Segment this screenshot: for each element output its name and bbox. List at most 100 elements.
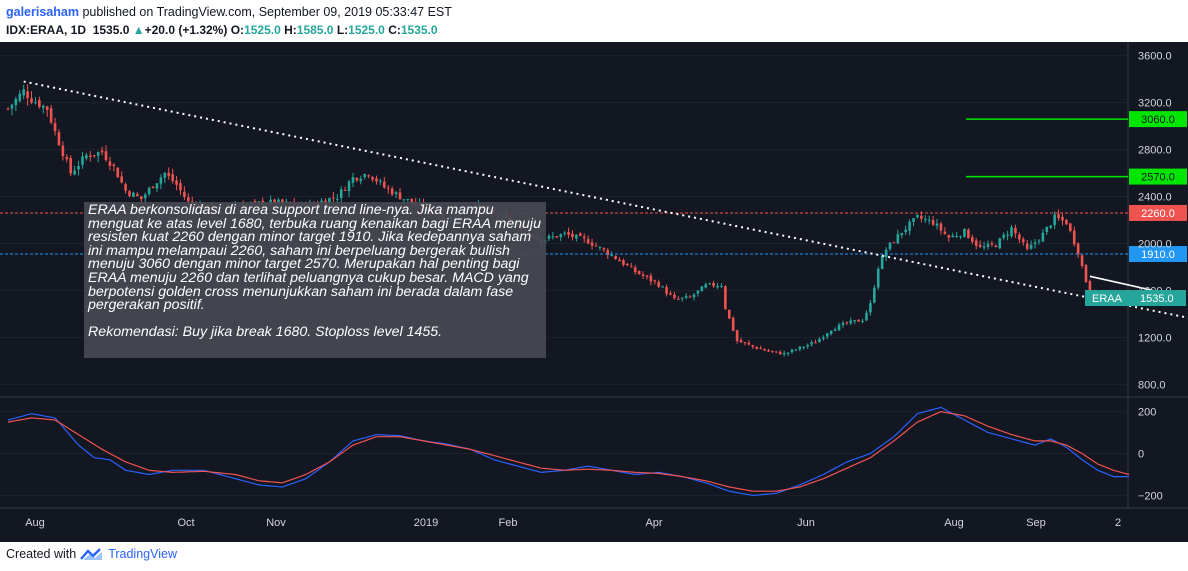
candle-body[interactable] — [143, 194, 147, 199]
candle-body[interactable] — [347, 181, 351, 192]
candle-body[interactable] — [986, 243, 990, 247]
candle-body[interactable] — [994, 245, 998, 248]
candle-body[interactable] — [978, 244, 982, 247]
candle-body[interactable] — [371, 176, 374, 180]
candle-body[interactable] — [359, 178, 363, 182]
candle-body[interactable] — [967, 229, 970, 239]
candle-body[interactable] — [720, 285, 723, 287]
candle-body[interactable] — [845, 322, 849, 324]
candle-body[interactable] — [837, 324, 841, 331]
candle-body[interactable] — [112, 164, 116, 166]
candle-body[interactable] — [171, 174, 174, 182]
candle-body[interactable] — [794, 349, 798, 351]
trendline-dotted[interactable] — [23, 80, 1188, 321]
candle-body[interactable] — [696, 290, 700, 294]
tradingview-brand-link[interactable]: TradingView — [108, 547, 177, 561]
candle-body[interactable] — [771, 350, 774, 352]
candle-body[interactable] — [30, 98, 33, 103]
candle-body[interactable] — [661, 286, 664, 288]
candle-body[interactable] — [590, 242, 594, 246]
candle-body[interactable] — [1053, 214, 1056, 226]
candle-body[interactable] — [147, 187, 151, 195]
author-link[interactable]: galerisaham — [6, 5, 79, 19]
candle-body[interactable] — [386, 187, 390, 189]
candle-body[interactable] — [41, 105, 45, 108]
candle-body[interactable] — [684, 296, 688, 298]
candle-body[interactable] — [1084, 264, 1088, 282]
candle-body[interactable] — [390, 188, 394, 195]
candle-body[interactable] — [786, 352, 790, 354]
candle-body[interactable] — [818, 338, 821, 343]
candle-body[interactable] — [351, 177, 355, 183]
candle-body[interactable] — [1057, 214, 1060, 219]
candle-body[interactable] — [759, 348, 762, 350]
candle-body[interactable] — [1041, 232, 1045, 242]
macd-signal-line[interactable] — [7, 410, 1130, 492]
candle-body[interactable] — [798, 346, 802, 350]
candle-body[interactable] — [939, 223, 943, 231]
candle-body[interactable] — [904, 229, 907, 233]
macd-pane[interactable]: 200 0 −200 — [0, 407, 1188, 509]
candle-body[interactable] — [990, 243, 994, 245]
candle-body[interactable] — [673, 294, 676, 299]
candle-body[interactable] — [571, 233, 574, 238]
candle-body[interactable] — [782, 353, 786, 355]
candle-body[interactable] — [927, 219, 931, 221]
candle-body[interactable] — [716, 285, 719, 288]
candle-body[interactable] — [865, 312, 868, 321]
candle-body[interactable] — [951, 235, 955, 238]
candle-body[interactable] — [931, 220, 935, 225]
candle-body[interactable] — [555, 236, 559, 238]
candle-body[interactable] — [1088, 281, 1092, 293]
candle-body[interactable] — [1021, 239, 1025, 243]
candle-body[interactable] — [602, 248, 606, 250]
candle-body[interactable] — [853, 320, 857, 322]
candle-body[interactable] — [598, 246, 602, 248]
candle-body[interactable] — [257, 201, 261, 203]
candle-body[interactable] — [26, 91, 29, 99]
candle-body[interactable] — [108, 161, 112, 166]
candle-body[interactable] — [778, 351, 782, 355]
candle-body[interactable] — [775, 351, 778, 353]
candle-body[interactable] — [955, 236, 958, 238]
candle-body[interactable] — [645, 275, 649, 277]
candle-body[interactable] — [73, 170, 76, 175]
candle-body[interactable] — [187, 197, 190, 202]
candle-body[interactable] — [579, 233, 582, 236]
candle-body[interactable] — [767, 350, 770, 352]
candle-body[interactable] — [1065, 219, 1068, 225]
candle-body[interactable] — [622, 260, 625, 265]
candle-body[interactable] — [155, 183, 159, 189]
candle-body[interactable] — [1045, 226, 1049, 232]
candle-body[interactable] — [175, 180, 178, 185]
candle-body[interactable] — [151, 186, 155, 188]
candle-body[interactable] — [163, 172, 167, 178]
candle-body[interactable] — [606, 250, 610, 255]
candle-body[interactable] — [876, 268, 880, 288]
candle-body[interactable] — [637, 271, 641, 275]
candle-body[interactable] — [100, 150, 104, 153]
candle-body[interactable] — [841, 322, 845, 325]
candle-body[interactable] — [971, 237, 974, 242]
candle-body[interactable] — [614, 255, 617, 260]
candle-body[interactable] — [724, 286, 727, 310]
candle-body[interactable] — [657, 281, 661, 287]
candle-body[interactable] — [1006, 234, 1009, 236]
candle-body[interactable] — [653, 280, 657, 282]
candle-body[interactable] — [1037, 240, 1041, 242]
candle-body[interactable] — [124, 184, 127, 191]
candle-body[interactable] — [814, 342, 817, 344]
candle-body[interactable] — [139, 196, 143, 200]
candle-body[interactable] — [998, 238, 1002, 249]
candle-body[interactable] — [402, 199, 406, 201]
candle-body[interactable] — [563, 232, 566, 234]
candle-body[interactable] — [900, 232, 904, 236]
candle-body[interactable] — [935, 223, 939, 226]
candle-body[interactable] — [680, 297, 684, 299]
candle-body[interactable] — [1025, 243, 1029, 249]
candle-body[interactable] — [89, 155, 92, 157]
candle-body[interactable] — [269, 199, 272, 205]
candle-body[interactable] — [159, 177, 163, 184]
candle-body[interactable] — [880, 255, 884, 269]
candle-body[interactable] — [731, 317, 735, 331]
